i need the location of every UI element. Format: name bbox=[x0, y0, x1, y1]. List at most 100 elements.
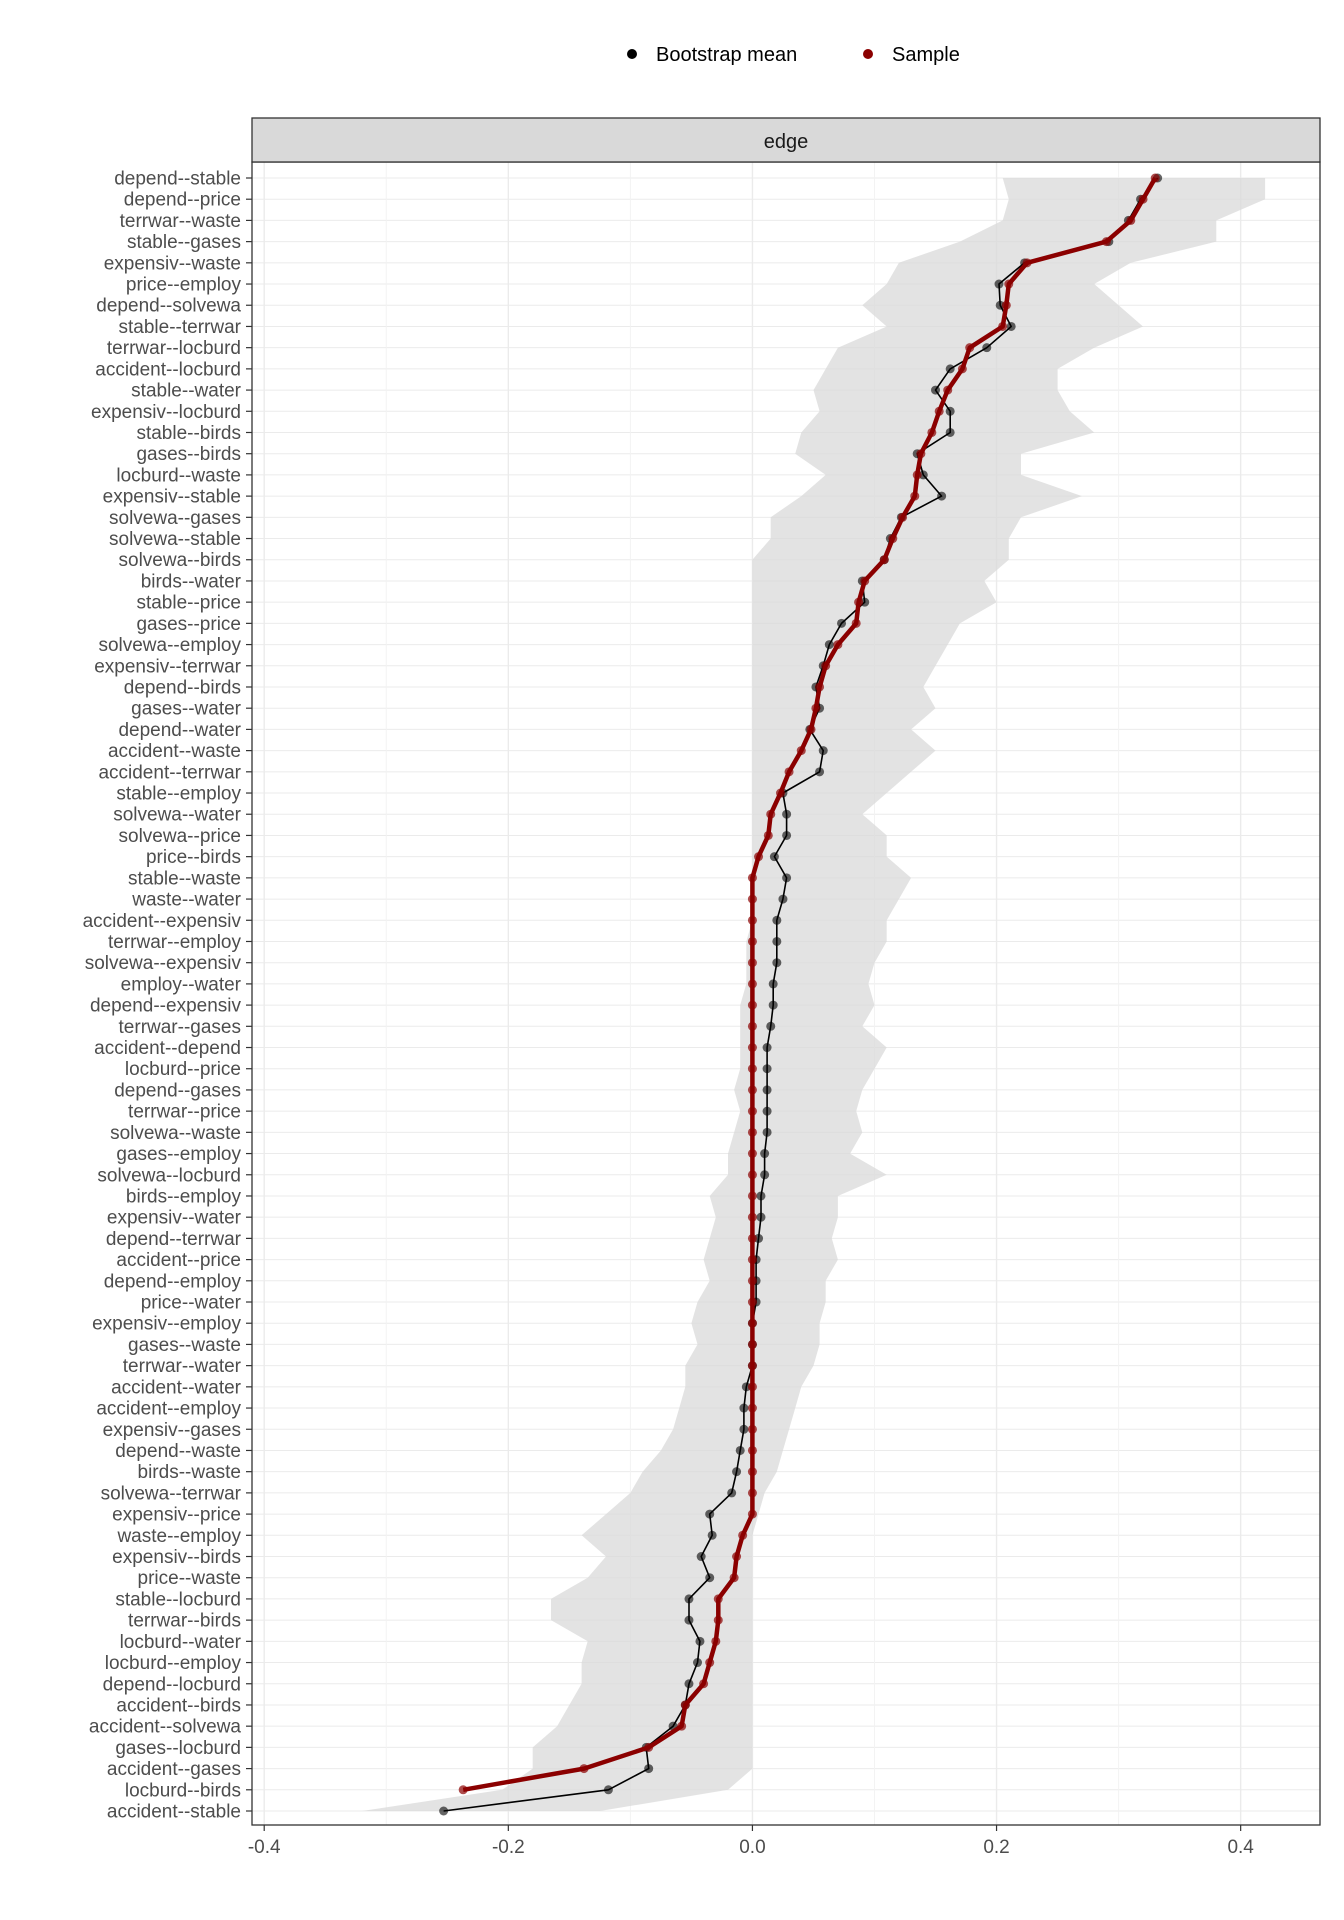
sample-point bbox=[851, 618, 861, 628]
y-tick-label: expensiv--locburd bbox=[91, 402, 241, 423]
y-tick-label: accident--terrwar bbox=[98, 762, 241, 783]
bootstrap-mean-point bbox=[707, 1530, 717, 1540]
y-tick-label: depend--stable bbox=[114, 169, 241, 190]
sample-point bbox=[677, 1721, 687, 1731]
sample-point bbox=[747, 1403, 757, 1413]
bootstrap-mean-point bbox=[696, 1552, 706, 1562]
sample-point bbox=[747, 1021, 757, 1031]
y-tick-label: stable--water bbox=[131, 381, 241, 402]
sample-point bbox=[860, 576, 870, 586]
facet-strip-label: edge bbox=[764, 131, 809, 153]
sample-point bbox=[747, 1106, 757, 1116]
y-tick-label: expensiv--birds bbox=[112, 1547, 241, 1568]
y-tick-label: stable--price bbox=[136, 593, 241, 614]
bootstrap-mean-point bbox=[762, 1064, 772, 1074]
y-tick-label: solvewa--gases bbox=[109, 508, 241, 529]
y-tick-label: accident--depend bbox=[94, 1038, 241, 1059]
y-tick-label: solvewa--employ bbox=[98, 635, 241, 656]
bootstrap-mean-point bbox=[768, 979, 778, 989]
legend-label-sample: Sample bbox=[892, 44, 960, 66]
y-tick-label: terrwar--birds bbox=[128, 1611, 241, 1632]
sample-point bbox=[927, 427, 937, 437]
sample-point bbox=[747, 1467, 757, 1477]
bootstrap-mean-point bbox=[772, 958, 782, 968]
sample-point bbox=[763, 830, 773, 840]
x-tick-label: 0.2 bbox=[983, 1837, 1009, 1858]
sample-point bbox=[747, 1382, 757, 1392]
y-tick-label: gases--water bbox=[131, 699, 241, 720]
y-tick-label: gases--employ bbox=[116, 1144, 241, 1165]
bootstrap-mean-point bbox=[762, 1085, 772, 1095]
bootstrap-mean-point bbox=[931, 385, 941, 395]
y-tick-label: solvewa--birds bbox=[119, 550, 241, 571]
sample-point bbox=[965, 343, 975, 353]
bootstrap-mean-point bbox=[695, 1636, 705, 1646]
y-tick-label: depend--waste bbox=[115, 1441, 241, 1462]
sample-point bbox=[747, 1488, 757, 1498]
bootstrap-mean-point bbox=[762, 1127, 772, 1137]
sample-point bbox=[833, 640, 843, 650]
y-tick-label: stable--gases bbox=[127, 232, 241, 253]
sample-point bbox=[815, 682, 825, 692]
sample-point bbox=[766, 809, 776, 819]
y-tick-label: terrwar--gases bbox=[119, 1017, 241, 1038]
sample-point bbox=[705, 1658, 715, 1668]
sample-point bbox=[1150, 173, 1160, 183]
y-tick-label: depend--terrwar bbox=[106, 1229, 242, 1250]
y-tick-label: solvewa--waste bbox=[110, 1123, 241, 1144]
bootstrap-mean-point bbox=[735, 1445, 745, 1455]
sample-point bbox=[747, 1212, 757, 1222]
y-tick-label: expensiv--employ bbox=[92, 1314, 241, 1335]
bootstrap-mean-point bbox=[837, 618, 847, 628]
sample-point bbox=[747, 1149, 757, 1159]
sample-point bbox=[1001, 300, 1011, 310]
y-tick-label: expensiv--gases bbox=[103, 1420, 241, 1441]
sample-point bbox=[644, 1742, 654, 1752]
y-tick-label: birds--waste bbox=[138, 1462, 241, 1483]
bootstrap-mean-point bbox=[1006, 321, 1016, 331]
y-tick-label: terrwar--locburd bbox=[107, 338, 241, 359]
y-tick-label: solvewa--expensiv bbox=[85, 953, 242, 974]
sample-point bbox=[747, 1361, 757, 1371]
y-tick-label: stable--employ bbox=[116, 784, 241, 805]
y-tick-label: locburd--birds bbox=[125, 1780, 241, 1801]
sample-point bbox=[732, 1552, 742, 1562]
bootstrap-mean-point bbox=[778, 894, 788, 904]
y-tick-label: solvewa--price bbox=[119, 826, 241, 847]
bootstrap-mean-point bbox=[994, 279, 1004, 289]
sample-point bbox=[713, 1594, 723, 1604]
sample-point bbox=[747, 958, 757, 968]
sample-point bbox=[747, 1509, 757, 1519]
sample-point bbox=[747, 894, 757, 904]
bootstrap-mean-point bbox=[644, 1764, 654, 1774]
y-tick-label: locburd--water bbox=[120, 1632, 242, 1653]
y-tick-label: birds--employ bbox=[126, 1186, 242, 1207]
y-tick-label: stable--terrwar bbox=[119, 317, 242, 338]
legend-key-sample bbox=[863, 49, 873, 59]
y-tick-label: terrwar--waste bbox=[120, 211, 241, 232]
legend: Bootstrap mean Sample bbox=[627, 44, 960, 66]
sample-point bbox=[747, 1339, 757, 1349]
sample-point bbox=[747, 915, 757, 925]
y-tick-label: accident--stable bbox=[107, 1802, 241, 1823]
sample-point bbox=[579, 1764, 589, 1774]
sample-point bbox=[738, 1530, 748, 1540]
sample-point bbox=[747, 1170, 757, 1180]
bootstrap-mean-point bbox=[705, 1509, 715, 1519]
sample-point bbox=[879, 555, 889, 565]
y-tick-label: price--employ bbox=[126, 275, 242, 296]
facet-strip bbox=[251, 117, 1321, 163]
sample-point bbox=[747, 1127, 757, 1137]
sample-point bbox=[747, 873, 757, 883]
y-tick-label: accident--solvewa bbox=[89, 1717, 241, 1738]
sample-point bbox=[910, 491, 920, 501]
sample-point bbox=[811, 703, 821, 713]
sample-point bbox=[898, 512, 908, 522]
sample-point bbox=[747, 936, 757, 946]
bootstrap-mean-point bbox=[705, 1573, 715, 1583]
bootstrap-mean-point bbox=[439, 1806, 449, 1816]
y-tick-label: depend--price bbox=[124, 190, 241, 211]
x-tick-label: -0.2 bbox=[492, 1837, 525, 1858]
sample-point bbox=[1101, 237, 1111, 247]
y-tick-label: price--water bbox=[141, 1293, 242, 1314]
